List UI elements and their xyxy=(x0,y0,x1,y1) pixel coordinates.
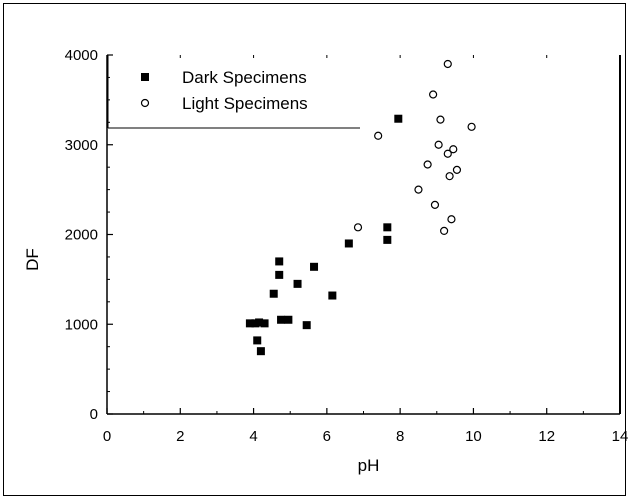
point-light xyxy=(434,140,443,149)
legend-label-dark: Dark Specimens xyxy=(182,68,307,87)
point-dark xyxy=(269,289,278,298)
y-axis-title: DF xyxy=(23,248,42,271)
x-tick-label: 0 xyxy=(103,428,111,445)
x-axis-title: pH xyxy=(358,456,380,475)
point-light xyxy=(374,131,383,140)
point-dark xyxy=(310,262,319,271)
point-light xyxy=(443,59,452,69)
point-dark xyxy=(344,239,353,248)
point-dark xyxy=(277,315,286,324)
legend-label-light: Light Specimens xyxy=(182,94,308,113)
point-light xyxy=(436,115,445,124)
point-light xyxy=(447,215,456,224)
point-dark xyxy=(260,319,269,328)
data-points xyxy=(245,59,476,356)
point-dark xyxy=(275,257,284,266)
point-light xyxy=(467,122,476,131)
x-tick-label: 14 xyxy=(612,428,629,445)
x-tick-label: 10 xyxy=(465,428,482,445)
point-dark xyxy=(383,235,392,244)
point-light xyxy=(445,172,454,181)
point-light xyxy=(452,165,462,174)
x-tick-label: 12 xyxy=(538,428,555,445)
x-tick-label: 2 xyxy=(176,428,184,445)
point-light xyxy=(449,145,458,154)
legend: Dark Specimens Light Specimens xyxy=(107,55,360,129)
point-light xyxy=(353,223,363,232)
y-tick-label: 2000 xyxy=(65,227,98,244)
point-dark xyxy=(394,114,403,123)
y-tick-label: 4000 xyxy=(65,47,98,64)
point-dark xyxy=(293,279,302,288)
y-tick-label: 3000 xyxy=(65,137,98,154)
point-light xyxy=(443,149,452,158)
point-dark xyxy=(284,315,293,324)
legend-marker-dark xyxy=(141,73,149,81)
y-tick-label: 1000 xyxy=(65,316,98,333)
x-tick-label: 8 xyxy=(396,428,404,445)
point-dark xyxy=(255,318,264,327)
x-tick-label: 6 xyxy=(323,428,331,445)
point-dark xyxy=(256,347,265,356)
point-light xyxy=(430,200,440,209)
point-light xyxy=(429,90,438,99)
point-light xyxy=(440,226,449,236)
point-light xyxy=(423,160,432,169)
point-dark xyxy=(275,270,284,279)
point-dark xyxy=(328,291,337,300)
point-dark xyxy=(302,321,311,330)
point-dark xyxy=(253,336,262,345)
point-light xyxy=(414,185,423,194)
legend-marker-light xyxy=(140,98,150,108)
y-tick-label: 0 xyxy=(90,406,98,423)
point-dark xyxy=(383,223,392,232)
tick-labels: 0 2 4 6 8 10 12 14 0 1000 2000 3000 4000 xyxy=(65,47,629,445)
ticks xyxy=(106,54,621,415)
point-dark xyxy=(245,319,254,328)
x-tick-label: 4 xyxy=(249,428,257,445)
